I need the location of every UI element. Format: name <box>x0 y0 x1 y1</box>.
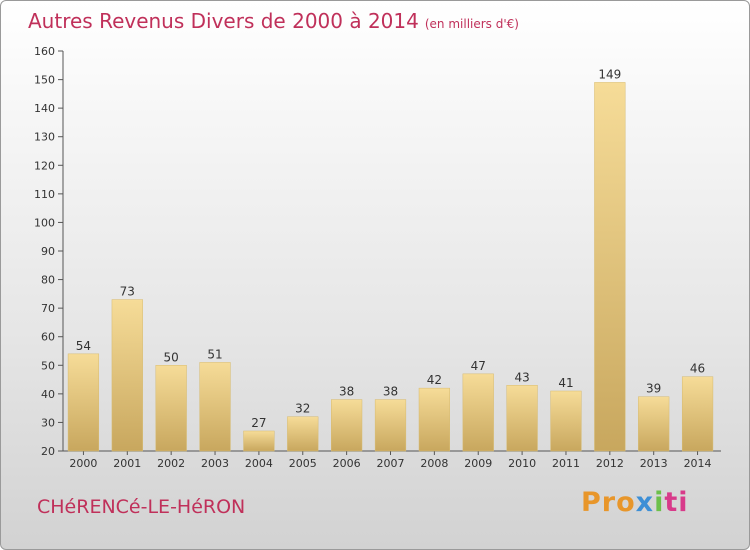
bar-2006 <box>331 399 363 452</box>
y-tick-label: 30 <box>41 416 55 429</box>
data-label-2006: 38 <box>339 385 354 399</box>
data-label-2001: 73 <box>120 285 135 299</box>
bar-2008 <box>418 387 450 452</box>
y-tick-label: 160 <box>34 45 55 58</box>
bar-2012 <box>594 82 626 452</box>
x-tick-label-2007: 2007 <box>377 457 405 470</box>
bar-2000 <box>67 353 100 452</box>
data-label-2014: 46 <box>690 362 705 376</box>
data-label-2007: 38 <box>383 385 398 399</box>
data-label-2004: 27 <box>251 416 266 430</box>
y-tick-label: 50 <box>41 359 55 372</box>
x-tick-label-2014: 2014 <box>684 457 712 470</box>
bar-2004 <box>243 430 275 452</box>
y-tick-label: 20 <box>41 445 55 458</box>
chart-title: Autres Revenus Divers de 2000 à 2014 (en … <box>28 9 519 33</box>
x-tick-label-2013: 2013 <box>640 457 668 470</box>
data-label-2008: 42 <box>427 373 442 387</box>
bar-2001 <box>111 299 143 452</box>
y-tick-label: 40 <box>41 388 55 401</box>
data-label-2013: 39 <box>646 382 661 396</box>
data-label-2003: 51 <box>207 347 222 361</box>
x-tick-label-2006: 2006 <box>333 457 361 470</box>
x-tick-label-2004: 2004 <box>245 457 273 470</box>
data-label-2012: 149 <box>598 67 621 81</box>
data-label-2005: 32 <box>295 402 310 416</box>
y-tick-label: 70 <box>41 302 55 315</box>
x-tick-label-2009: 2009 <box>464 457 492 470</box>
bar-2003 <box>199 362 231 452</box>
bar-2005 <box>287 416 319 452</box>
bar-2007 <box>374 399 407 452</box>
x-tick-label-2003: 2003 <box>201 457 229 470</box>
bar-2014 <box>681 376 714 452</box>
chart-title-text: Autres Revenus Divers de 2000 à 2014 <box>28 9 419 33</box>
x-tick-label-2011: 2011 <box>552 457 580 470</box>
x-tick-label-2005: 2005 <box>289 457 317 470</box>
x-tick-label-2010: 2010 <box>508 457 536 470</box>
y-tick-label: 100 <box>34 216 55 229</box>
y-tick-label: 110 <box>34 188 55 201</box>
y-tick-label: 60 <box>41 331 55 344</box>
y-tick-label: 130 <box>34 131 55 144</box>
bar-2009 <box>462 373 494 452</box>
chart-axes: 20 30 40 50 60 70 80 90 100 110 120 130 140 150 160 200… <box>34 45 721 470</box>
x-tick-label-2002: 2002 <box>157 457 185 470</box>
bar-2013 <box>638 396 670 452</box>
y-tick-label: 140 <box>34 102 55 115</box>
bar-2010 <box>506 385 538 452</box>
data-label-2002: 50 <box>164 350 179 364</box>
data-label-2009: 47 <box>471 359 486 373</box>
data-label-2011: 41 <box>558 376 573 390</box>
x-tick-label-2000: 2000 <box>69 457 97 470</box>
x-tick-label-2008: 2008 <box>420 457 448 470</box>
chart-title-unit: (en milliers d'€) <box>424 17 519 31</box>
y-tick-label: 90 <box>41 245 55 258</box>
x-tick-label-2001: 2001 <box>113 457 141 470</box>
y-tick-label: 80 <box>41 274 55 287</box>
bar-2011 <box>550 390 582 452</box>
bar-2002 <box>155 365 187 452</box>
data-label-2010: 43 <box>514 370 529 384</box>
chart-data-labels: 54 73 50 51 27 32 38 38 42 47 43 41 149 39 46 <box>76 67 705 430</box>
chart-bars <box>67 82 714 452</box>
data-label-2000: 54 <box>76 339 91 353</box>
town-name: CHéRENCé-LE-HéRON <box>37 496 246 518</box>
proxiti-logo: Proxiti <box>581 487 689 518</box>
x-tick-label-2012: 2012 <box>596 457 624 470</box>
y-tick-label: 150 <box>34 74 55 87</box>
y-tick-label: 120 <box>34 159 55 172</box>
